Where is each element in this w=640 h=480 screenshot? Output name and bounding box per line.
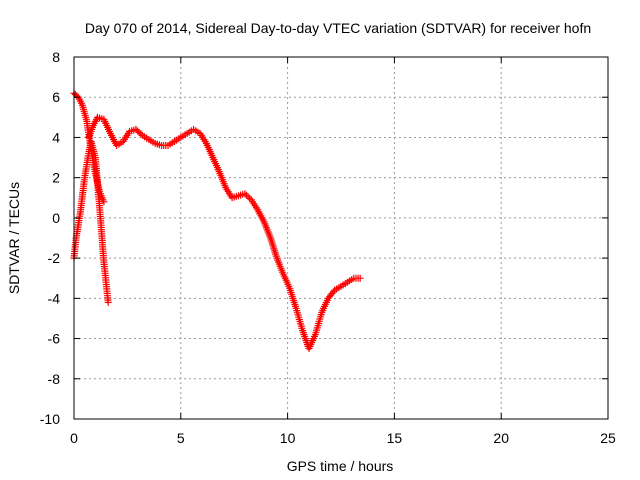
series-arc-3: [85, 113, 364, 353]
y-tick-label: -6: [48, 331, 61, 347]
y-tick-label: -4: [48, 290, 61, 306]
y-tick-label: -10: [40, 411, 60, 427]
y-tick-label: -2: [48, 250, 61, 266]
tick-labels: 0 5 10 15 20 25 -10 -8 -6 -4 -2 0 2 4 6 8: [40, 49, 616, 446]
x-tick-label: 20: [493, 430, 509, 446]
y-tick-label: 0: [52, 210, 60, 226]
chart-title: Day 070 of 2014, Sidereal Day-to-day VTE…: [85, 20, 591, 36]
series-markers: [85, 113, 364, 353]
y-tick-label: 4: [52, 129, 60, 145]
y-tick-label: -8: [48, 371, 61, 387]
y-tick-label: 6: [52, 89, 60, 105]
x-tick-label: 10: [280, 430, 296, 446]
axis-ticks: [73, 56, 609, 420]
y-axis-title: SDTVAR / TECUs: [6, 182, 22, 294]
x-axis-title: GPS time / hours: [287, 458, 394, 474]
plot-frame: [73, 56, 609, 420]
x-tick-label: 15: [387, 430, 403, 446]
y-tick-label: 2: [52, 170, 60, 186]
grid-lines: [74, 57, 608, 419]
x-tick-label: 5: [177, 430, 185, 446]
x-tick-label: 25: [600, 430, 616, 446]
x-tick-label: 0: [70, 430, 78, 446]
y-tick-label: 8: [52, 49, 60, 65]
